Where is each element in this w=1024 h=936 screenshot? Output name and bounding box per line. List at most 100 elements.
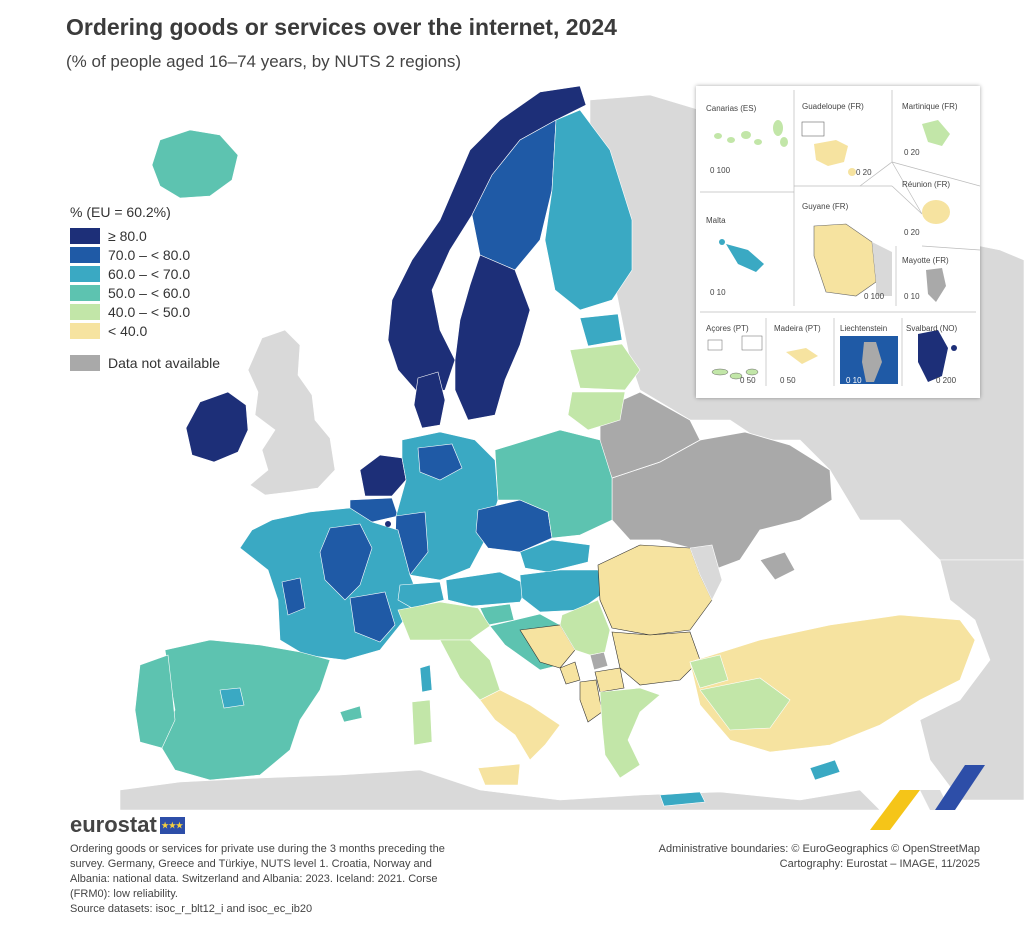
region-italy-north (397, 601, 491, 641)
region-montenegro (559, 661, 581, 685)
credits-line: Cartography: Eurostat – IMAGE, 11/2025 (779, 858, 980, 870)
region-balearic (339, 705, 363, 723)
region-turkiye-west (699, 677, 791, 731)
eurostat-wordmark: eurostat (70, 812, 157, 837)
region-hungary (519, 569, 606, 613)
region-slovakia (519, 539, 591, 573)
region-germany-hamburg (417, 443, 463, 481)
inset-label-mayotte: Mayotte (FR) (902, 256, 949, 265)
corner-brand-icon (870, 765, 985, 830)
region-latvia (569, 343, 641, 391)
region-estonia (579, 313, 623, 347)
region-portugal (134, 654, 176, 749)
region-lithuania (567, 391, 626, 431)
inset-label-malta: Malta (706, 216, 726, 225)
region-moldova (689, 544, 723, 601)
legend-title: % (EU = 60.2%) (70, 204, 171, 220)
region-east-land (919, 559, 1024, 801)
region-italy-south (479, 689, 561, 761)
region-finland (544, 109, 633, 311)
legend-label: < 40.0 (108, 322, 148, 339)
inset-label-acores: Açores (PT) (706, 324, 749, 333)
inset-scale-svalbard: 0 200 (936, 376, 957, 385)
inset-maps (700, 90, 980, 386)
inset-scale-madeira: 0 50 (780, 376, 796, 385)
legend-swatch (70, 303, 100, 320)
inset-label-madeira: Madeira (PT) (774, 324, 821, 333)
region-italy-centre (439, 639, 501, 701)
legend-label: 50.0 – < 60.0 (108, 284, 191, 301)
legend-item: 60.0 – < 70.0 (70, 264, 220, 283)
region-uk (247, 329, 336, 496)
region-ireland (185, 391, 249, 463)
inset-scale-acores: 0 50 (740, 376, 756, 385)
region-bosnia (519, 624, 576, 669)
inset-label-guyane: Guyane (FR) (802, 202, 849, 211)
credits-line: Administrative boundaries: © EuroGeograp… (658, 843, 980, 855)
inset-scale-mayotte: 0 10 (904, 292, 920, 301)
europe-map (119, 85, 1024, 810)
credits: Administrative boundaries: © EuroGeograp… (659, 842, 980, 872)
inset-scale-reunion: 0 20 (904, 228, 920, 237)
inset-scale-malta: 0 10 (710, 288, 726, 297)
footnote: Ordering goods or services for private u… (70, 842, 500, 917)
region-norway (387, 85, 587, 396)
inset-scale-canarias: 0 100 (710, 166, 731, 175)
map-subtitle: (% of people aged 16–74 years, by NUTS 2… (66, 52, 462, 71)
inset-scale-guyane: 0 100 (864, 292, 885, 301)
region-serbia (559, 599, 611, 656)
legend-label: Data not available (108, 354, 221, 371)
inset-label-martinique: Martinique (FR) (902, 102, 958, 111)
eurostat-logo: eurostat ★★★ (70, 812, 185, 838)
region-bulgaria (611, 631, 701, 686)
inset-scale-martinique: 0 20 (904, 148, 920, 157)
legend: % (EU = 60.2%) ≥ 80.0 70.0 – < 80.0 60.0… (70, 204, 220, 372)
region-crimea (759, 551, 796, 581)
inset-canarias-shapes (714, 120, 788, 147)
region-albania (579, 679, 603, 723)
inset-label-guadeloupe: Guadeloupe (FR) (802, 102, 864, 111)
region-spain-madrid (219, 687, 245, 709)
region-poland (494, 429, 613, 539)
legend-item: 40.0 – < 50.0 (70, 302, 220, 321)
footnote-line: Ordering goods or services for private u… (70, 843, 445, 855)
region-romania (597, 544, 713, 636)
legend-item: ≥ 80.0 (70, 226, 220, 245)
legend-swatch (70, 246, 100, 263)
map-title: Ordering goods or services over the inte… (66, 14, 617, 40)
legend-label: ≥ 80.0 (108, 227, 147, 244)
legend-label: 40.0 – < 50.0 (108, 303, 191, 320)
legend-label: 60.0 – < 70.0 (108, 265, 191, 282)
footnote-line: survey. Germany, Greece and Türkiye, NUT… (70, 858, 432, 870)
eu-flag-icon: ★★★ (159, 816, 185, 834)
inset-scale-liechtenstein: 0 10 (846, 376, 862, 385)
legend-item: < 40.0 (70, 321, 220, 340)
legend-swatch (70, 322, 100, 339)
legend-item: 70.0 – < 80.0 (70, 245, 220, 264)
region-france-west (281, 577, 306, 616)
region-sardinia (411, 699, 433, 746)
region-france-paris (319, 523, 373, 601)
legend-item: 50.0 – < 60.0 (70, 283, 220, 302)
region-north-macedonia (594, 667, 625, 693)
inset-label-svalbard: Svalbard (NO) (906, 324, 958, 333)
legend-swatch (70, 227, 100, 244)
region-sweden-north (471, 119, 557, 271)
inset-label-liechtenstein: Liechtenstein (840, 324, 888, 333)
region-crete (659, 791, 706, 807)
region-cyprus (809, 759, 841, 781)
legend-swatch (70, 265, 100, 282)
region-denmark (413, 371, 446, 429)
region-austria (445, 571, 529, 607)
region-spain (159, 639, 331, 781)
legend-label: 70.0 – < 80.0 (108, 246, 191, 263)
inset-label-canarias: Canarias (ES) (706, 104, 757, 113)
region-iceland (151, 129, 239, 199)
region-turkiye-istanbul (689, 654, 729, 689)
region-sicily (477, 763, 521, 786)
legend-swatch (70, 284, 100, 301)
footnote-line: (FRM0): low reliability. (70, 888, 178, 900)
region-luxembourg (385, 521, 391, 527)
inset-panel: Canarias (ES) 0 100 Guadeloupe (FR) 0 20… (696, 86, 980, 398)
footnote-line: Albania: national data. Switzerland and … (70, 873, 438, 885)
